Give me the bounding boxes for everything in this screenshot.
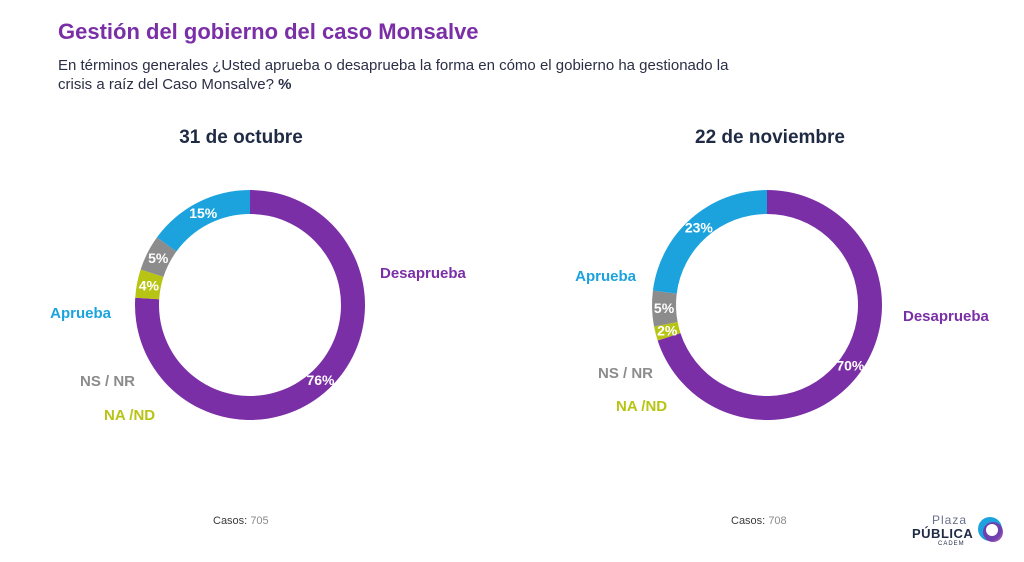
value-label-desaprueba: 76% — [306, 372, 335, 388]
casos-value: 708 — [768, 515, 787, 527]
logo-line-plaza: Plaza — [932, 513, 968, 527]
casos-october: Casos: 705 — [213, 515, 269, 527]
slice-ns-nr — [140, 237, 177, 277]
value-label-aprueba: 23% — [685, 220, 714, 236]
category-label-aprueba: Aprueba — [50, 305, 112, 322]
plaza-publica-logo: Plaza PÚBLICA CADEM — [908, 513, 1008, 550]
value-label-ns-nr: 5% — [654, 300, 675, 316]
question-text: En términos generales ¿Usted aprueba o d… — [58, 57, 729, 93]
slice-ns-nr — [652, 290, 678, 327]
category-label-ns-nr: NS / NR — [598, 365, 653, 382]
category-label-desaprueba: Desaprueba — [380, 265, 467, 282]
value-label-ns-nr: 5% — [148, 250, 169, 266]
value-label-na-nd: 2% — [657, 323, 678, 339]
speech-bubble-icon — [978, 517, 1003, 542]
question-subtitle: En términos generales ¿Usted aprueba o d… — [58, 56, 758, 94]
category-label-na-nd: NA /ND — [104, 407, 155, 424]
logo-line-cadem: CADEM — [938, 541, 965, 547]
category-label-ns-nr: NS / NR — [80, 373, 135, 390]
casos-label: Casos: — [213, 515, 248, 527]
value-label-aprueba: 15% — [189, 205, 218, 221]
value-label-desaprueba: 70% — [836, 358, 865, 374]
chart-title-october: 31 de octubre — [179, 127, 303, 148]
category-label-desaprueba: Desaprueba — [903, 308, 990, 325]
slice-na-nd — [135, 269, 164, 300]
casos-november: Casos: 708 — [731, 515, 787, 527]
value-label-na-nd: 4% — [139, 278, 160, 294]
category-label-aprueba: Aprueba — [575, 268, 637, 285]
page-title: Gestión del gobierno del caso Monsalve — [58, 19, 479, 44]
slice-aprueba — [652, 190, 767, 294]
slice-na-nd — [654, 322, 681, 341]
question-unit: % — [278, 76, 292, 93]
casos-label: Casos: — [731, 515, 766, 527]
slice-aprueba — [156, 190, 250, 252]
chart-title-november: 22 de noviembre — [695, 127, 845, 148]
logo-line-publica: PÚBLICA — [912, 526, 974, 541]
category-label-na-nd: NA /ND — [616, 398, 667, 415]
casos-value: 705 — [250, 515, 269, 527]
